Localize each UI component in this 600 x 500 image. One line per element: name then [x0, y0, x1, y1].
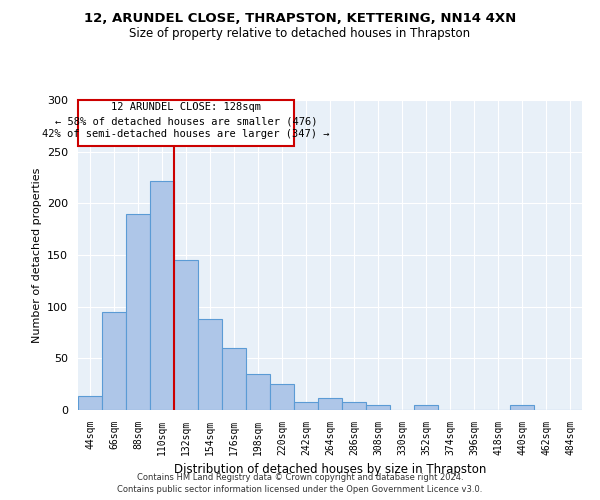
Bar [414, 405, 438, 410]
Bar [78, 396, 102, 410]
Bar [366, 405, 390, 410]
Bar [342, 402, 366, 410]
Bar [126, 214, 150, 410]
Bar [318, 398, 342, 410]
Text: 12, ARUNDEL CLOSE, THRAPSTON, KETTERING, NN14 4XN: 12, ARUNDEL CLOSE, THRAPSTON, KETTERING,… [84, 12, 516, 26]
Text: 12 ARUNDEL CLOSE: 128sqm: 12 ARUNDEL CLOSE: 128sqm [111, 102, 261, 113]
Text: 42% of semi-detached houses are larger (347) →: 42% of semi-detached houses are larger (… [42, 129, 330, 139]
Bar [510, 405, 534, 410]
X-axis label: Distribution of detached houses by size in Thrapston: Distribution of detached houses by size … [174, 464, 486, 476]
Bar [198, 319, 222, 410]
Bar [150, 180, 174, 410]
Bar [294, 402, 318, 410]
Text: ← 58% of detached houses are smaller (476): ← 58% of detached houses are smaller (47… [55, 116, 317, 126]
Text: Contains HM Land Registry data © Crown copyright and database right 2024.: Contains HM Land Registry data © Crown c… [137, 472, 463, 482]
Bar [222, 348, 246, 410]
Bar [270, 384, 294, 410]
Y-axis label: Number of detached properties: Number of detached properties [32, 168, 41, 342]
Bar [174, 260, 198, 410]
Text: Contains public sector information licensed under the Open Government Licence v3: Contains public sector information licen… [118, 485, 482, 494]
Bar [102, 312, 126, 410]
Bar [246, 374, 270, 410]
Text: Size of property relative to detached houses in Thrapston: Size of property relative to detached ho… [130, 28, 470, 40]
